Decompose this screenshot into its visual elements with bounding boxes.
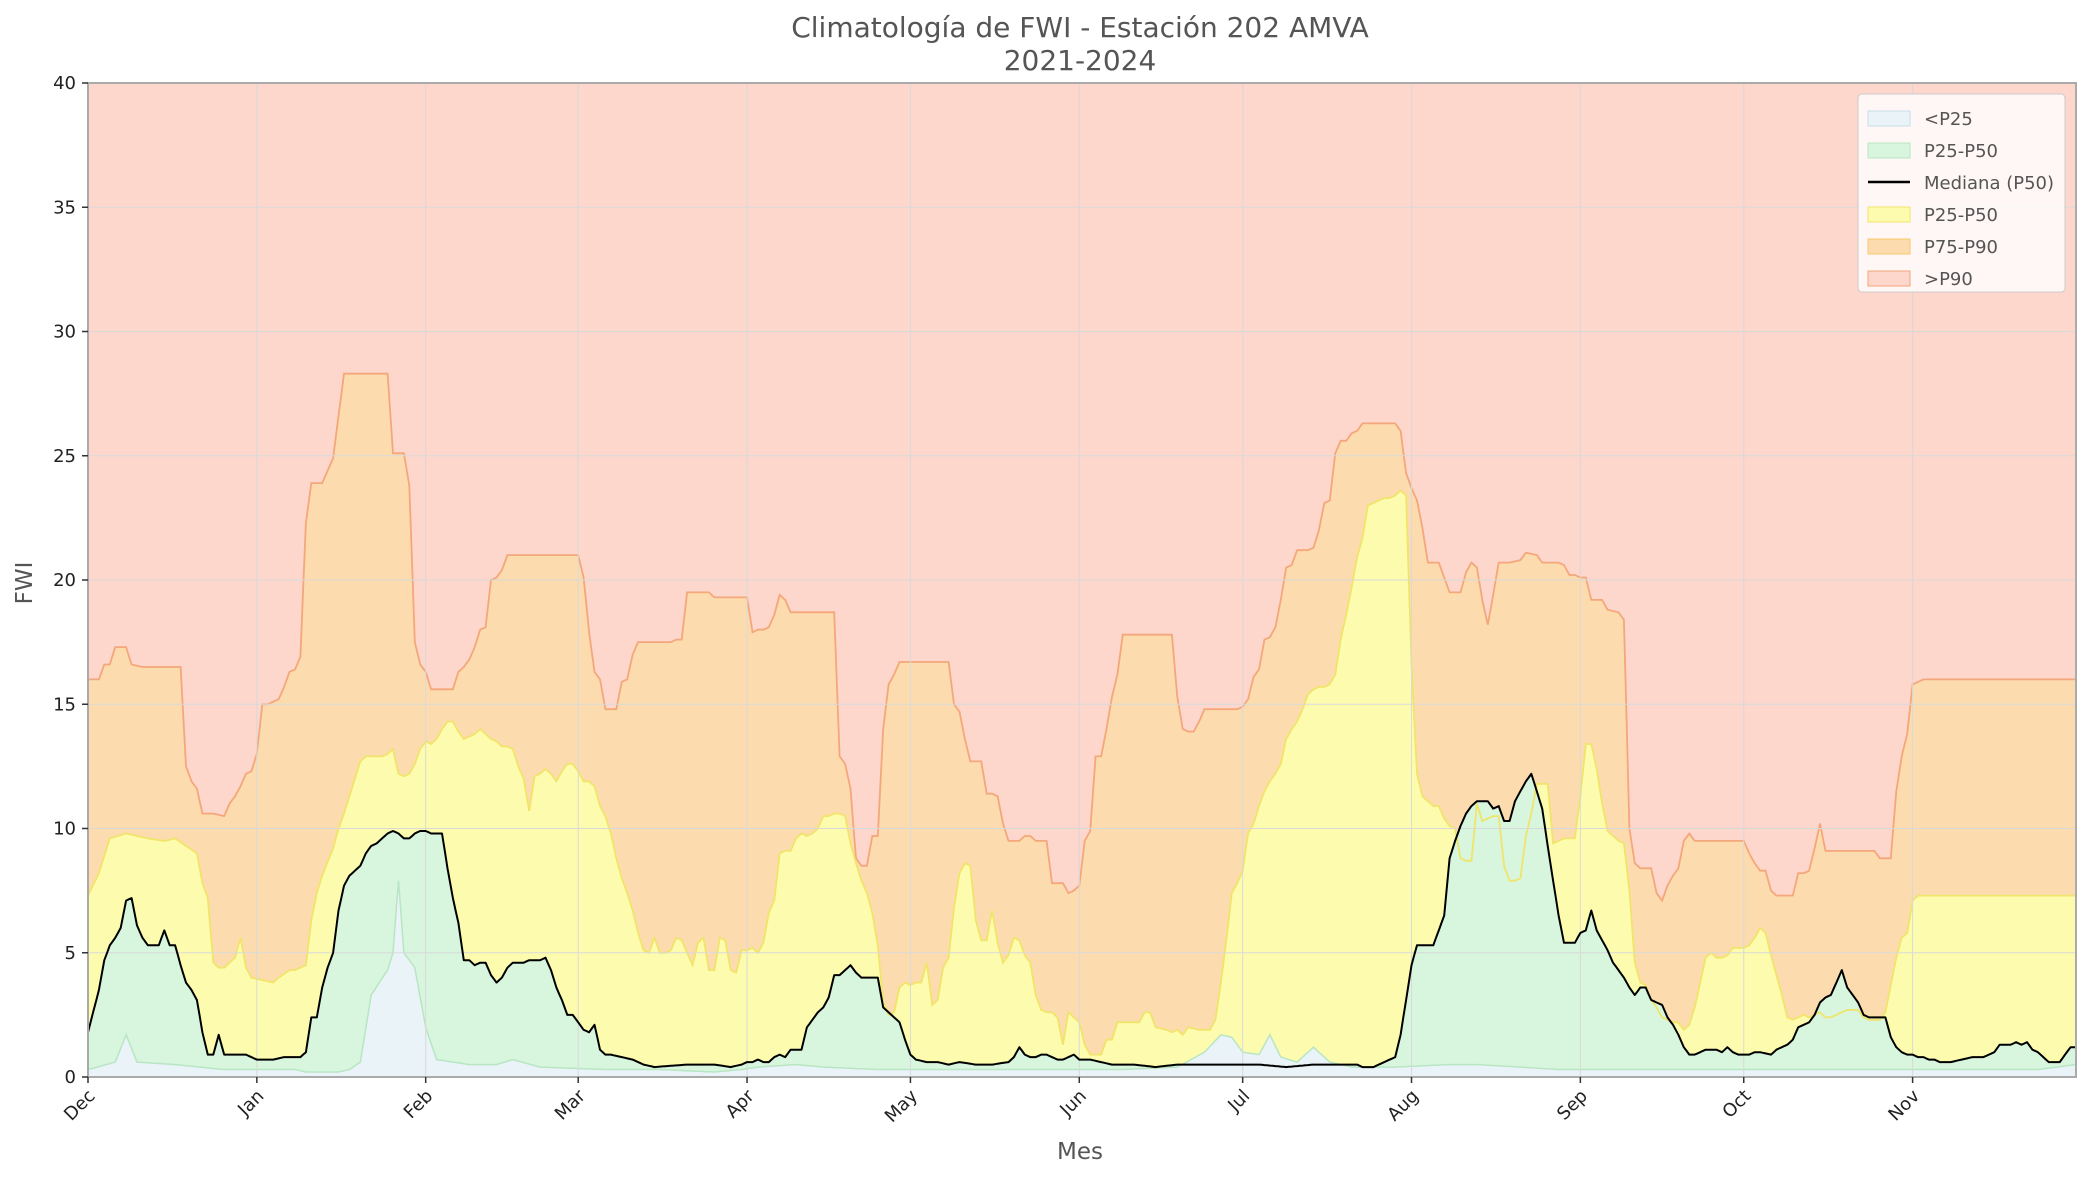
x-tick-label: Mar (551, 1085, 590, 1124)
legend-swatch (1867, 238, 1911, 255)
p25-line (87, 880, 2077, 1073)
chart-subtitle: 2021-2024 (1004, 44, 1157, 77)
p90-line (88, 372, 2076, 903)
y-tick-label: 20 (53, 570, 76, 591)
grid-lines (87, 82, 2076, 1078)
percentile-bands (87, 83, 2077, 1077)
y-tick-label: 25 (53, 446, 76, 467)
band-p75-p90 (88, 373, 2076, 1055)
legend-label: P25-P50 (1924, 205, 1998, 226)
legend-label: P25-P50 (1924, 141, 1998, 162)
x-tick-label: Jan (233, 1086, 268, 1121)
x-axis-ticks: Dec Jan Feb Mar Apr May Jun Jul Aug Sep Oct Nov (60, 1077, 1924, 1127)
legend-label: <P25 (1924, 109, 1973, 130)
y-tick-label: 30 (53, 322, 76, 343)
legend-swatch (1867, 206, 1911, 223)
median-line (87, 772, 2076, 1069)
x-tick-label: Jul (1223, 1086, 1254, 1117)
legend-swatch (1867, 110, 1911, 127)
x-axis-label: Mes (1057, 1139, 1103, 1165)
legend-swatch (1867, 270, 1911, 287)
x-tick-label: Aug (1383, 1086, 1423, 1126)
legend-label: >P90 (1924, 269, 1973, 290)
band-p25-p50 (88, 773, 2076, 1072)
x-tick-label: Jun (1055, 1086, 1090, 1121)
x-tick-label: Dec (60, 1086, 99, 1125)
y-tick-label: 40 (53, 73, 76, 94)
y-tick-label: 35 (53, 197, 76, 218)
y-tick-label: 15 (53, 694, 76, 715)
x-tick-label: Apr (722, 1085, 759, 1122)
chart-title: Climatología de FWI - Estación 202 AMVA (791, 11, 1369, 44)
band-gt-p90 (88, 83, 2076, 901)
x-tick-label: May (881, 1085, 922, 1126)
p75-line (87, 489, 2076, 1056)
x-tick-label: Feb (400, 1086, 437, 1123)
x-tick-label: Oct (1718, 1086, 1755, 1123)
legend-swatch (1867, 142, 1911, 159)
y-tick-label: 0 (65, 1067, 76, 1088)
legend: <P25 P25-P50 Mediana (P50) P25-P50 P75-P90 >P… (1857, 93, 2066, 293)
y-axis-ticks: 0 5 10 15 20 25 30 35 40 (53, 73, 88, 1088)
legend-label: P75-P90 (1924, 237, 1998, 258)
median-layer (87, 772, 2076, 1069)
band-p50-p75 (88, 490, 2076, 1068)
y-tick-label: 10 (53, 819, 76, 840)
y-axis-label: FWI (12, 562, 38, 605)
chart-title-block: Climatología de FWI - Estación 202 AMVA … (791, 11, 1369, 77)
x-tick-label: Nov (1884, 1085, 1924, 1125)
legend-label: Mediana (P50) (1924, 173, 2054, 194)
x-tick-label: Sep (1553, 1086, 1592, 1125)
y-tick-label: 5 (65, 943, 76, 964)
